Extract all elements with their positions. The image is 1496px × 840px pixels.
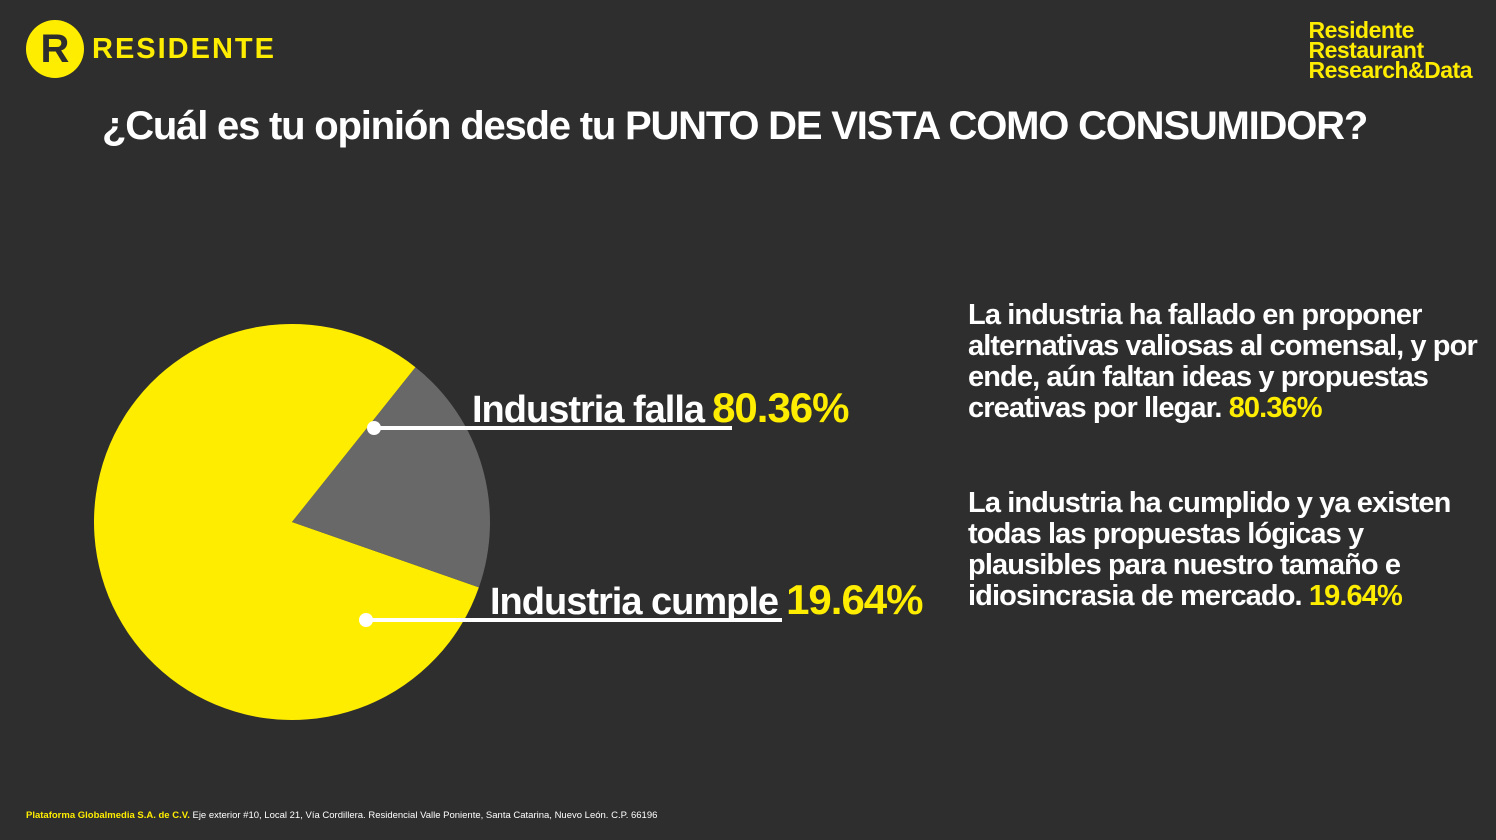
label-industria-falla: Industria falla 80.36% xyxy=(472,384,850,432)
page-title: ¿Cuál es tu opinión desde tu PUNTO DE VI… xyxy=(102,104,1368,148)
footer-address: Eje exterior #10, Local 21, Vía Cordille… xyxy=(192,810,658,821)
leader-dot-cumple xyxy=(359,613,373,627)
brand-line-2: Restaurant xyxy=(1308,37,1424,63)
footer-company: Plataforma Globalmedia S.A. de C.V. xyxy=(26,810,190,821)
logo-mark: R xyxy=(26,20,84,78)
label-name: Industria falla xyxy=(472,389,705,431)
label-value: 19.64% xyxy=(786,576,923,623)
brand-line-3: Research&Data xyxy=(1308,57,1472,83)
label-value: 80.36% xyxy=(712,384,849,431)
description-value: 19.64% xyxy=(1308,580,1403,612)
logo-wordmark: RESIDENTE xyxy=(92,32,276,65)
brand-line-1: Residente xyxy=(1308,17,1414,43)
pie-slice-industria-cumple xyxy=(292,367,491,588)
brand-block: Residente Restaurant Research&Data xyxy=(1308,17,1472,83)
leader-dot-falla xyxy=(367,421,381,435)
description-text: La industria ha fallado en proponer alte… xyxy=(968,299,1478,424)
residente-logo: R RESIDENTE xyxy=(26,20,276,78)
description-falla: La industria ha fallado en proponer alte… xyxy=(968,300,1478,424)
description-cumple: La industria ha cumplido y ya existen to… xyxy=(968,488,1478,612)
label-industria-cumple: Industria cumple 19.64% xyxy=(490,576,924,624)
label-name: Industria cumple xyxy=(490,581,779,623)
description-value: 80.36% xyxy=(1228,392,1323,424)
description-text: La industria ha cumplido y ya existen to… xyxy=(968,487,1451,612)
footer: Plataforma Globalmedia S.A. de C.V. Eje … xyxy=(26,810,657,821)
